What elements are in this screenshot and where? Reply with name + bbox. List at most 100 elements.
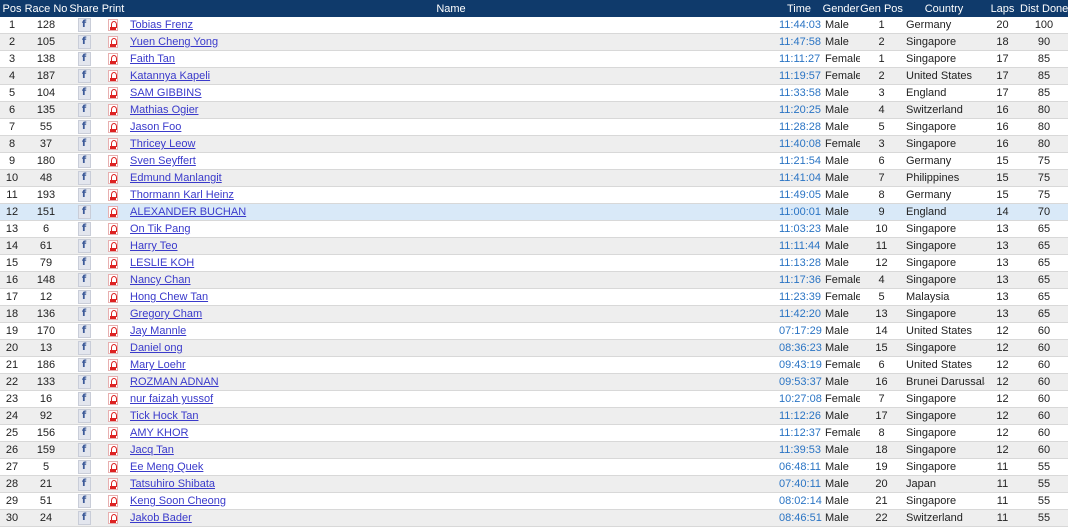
pdf-icon[interactable] — [108, 376, 118, 389]
col-laps[interactable]: Laps — [985, 0, 1020, 17]
runner-name-link[interactable]: Gregory Cham — [130, 308, 203, 320]
runner-name-link[interactable]: Tatsuhiro Shibata — [130, 478, 215, 490]
pdf-icon[interactable] — [108, 444, 118, 457]
facebook-icon[interactable]: f — [77, 137, 91, 151]
pdf-icon[interactable] — [108, 427, 118, 440]
facebook-icon[interactable]: f — [77, 35, 91, 49]
runner-name-link[interactable]: AMY KHOR — [130, 427, 189, 439]
facebook-icon[interactable]: f — [77, 477, 91, 491]
pdf-icon[interactable] — [108, 53, 118, 66]
facebook-icon[interactable]: f — [77, 239, 91, 253]
facebook-icon[interactable]: f — [77, 52, 91, 66]
runner-name-link[interactable]: Faith Tan — [130, 53, 176, 65]
col-race-no[interactable]: Race No — [24, 0, 68, 17]
pdf-icon[interactable] — [108, 240, 118, 253]
runner-name-link[interactable]: SAM GIBBINS — [130, 87, 202, 99]
facebook-icon[interactable]: f — [77, 103, 91, 117]
facebook-icon[interactable]: f — [77, 69, 91, 83]
runner-name-link[interactable]: Sven Seyffert — [130, 155, 196, 167]
col-pos[interactable]: Pos — [0, 0, 24, 17]
col-gen-pos[interactable]: Gen Pos — [860, 0, 903, 17]
pdf-icon[interactable] — [108, 478, 118, 491]
pdf-icon[interactable] — [108, 512, 118, 525]
facebook-icon[interactable]: f — [77, 409, 91, 423]
pdf-icon[interactable] — [108, 257, 118, 270]
runner-name-link[interactable]: Tick Hock Tan — [130, 410, 199, 422]
runner-name-link[interactable]: Ee Meng Quek — [130, 461, 204, 473]
col-name[interactable]: Name — [126, 0, 776, 17]
pdf-icon[interactable] — [108, 291, 118, 304]
col-dist-done[interactable]: Dist Done — [1020, 0, 1068, 17]
facebook-icon[interactable]: f — [77, 511, 91, 525]
runner-name-link[interactable]: Mary Loehr — [130, 359, 186, 371]
runner-name-link[interactable]: Jacq Tan — [130, 444, 174, 456]
facebook-icon[interactable]: f — [77, 188, 91, 202]
runner-name-link[interactable]: Daniel ong — [130, 342, 183, 354]
facebook-icon[interactable]: f — [77, 324, 91, 338]
runner-name-link[interactable]: nur faizah yussof — [130, 393, 214, 405]
pdf-icon[interactable] — [108, 461, 118, 474]
runner-name-link[interactable]: Jakob Bader — [130, 512, 192, 524]
facebook-icon[interactable]: f — [77, 426, 91, 440]
runner-name-link[interactable]: Thormann Karl Heinz — [130, 189, 234, 201]
facebook-icon[interactable]: f — [77, 358, 91, 372]
col-country[interactable]: Country — [903, 0, 985, 17]
share-cell: f — [68, 135, 100, 153]
facebook-icon[interactable]: f — [77, 222, 91, 236]
facebook-icon[interactable]: f — [77, 460, 91, 474]
runner-name-link[interactable]: Nancy Chan — [130, 274, 191, 286]
pdf-icon[interactable] — [108, 172, 118, 185]
pdf-icon[interactable] — [108, 36, 118, 49]
runner-name-link[interactable]: Harry Teo — [130, 240, 178, 252]
facebook-icon[interactable]: f — [77, 375, 91, 389]
facebook-icon[interactable]: f — [77, 205, 91, 219]
runner-name-link[interactable]: Jason Foo — [130, 121, 182, 133]
facebook-icon[interactable]: f — [77, 18, 91, 32]
pdf-icon[interactable] — [108, 342, 118, 355]
runner-name-link[interactable]: Edmund Manlangit — [130, 172, 222, 184]
pdf-icon[interactable] — [108, 223, 118, 236]
pdf-icon[interactable] — [108, 393, 118, 406]
runner-name-link[interactable]: Thricey Leow — [130, 138, 196, 150]
pdf-icon[interactable] — [108, 359, 118, 372]
facebook-icon[interactable]: f — [77, 290, 91, 304]
facebook-icon[interactable]: f — [77, 86, 91, 100]
runner-name-link[interactable]: ALEXANDER BUCHAN — [130, 206, 247, 218]
pdf-icon[interactable] — [108, 206, 118, 219]
facebook-icon[interactable]: f — [77, 392, 91, 406]
runner-name-link[interactable]: Yuen Cheng Yong — [130, 36, 219, 48]
pdf-icon[interactable] — [108, 308, 118, 321]
runner-name-link[interactable]: Jay Mannle — [130, 325, 187, 337]
pdf-icon[interactable] — [108, 410, 118, 423]
runner-name-link[interactable]: ROZMAN ADNAN — [130, 376, 219, 388]
runner-name-link[interactable]: Mathias Ogier — [130, 104, 199, 116]
runner-name-link[interactable]: Hong Chew Tan — [130, 291, 209, 303]
facebook-icon[interactable]: f — [77, 273, 91, 287]
pdf-icon[interactable] — [108, 274, 118, 287]
facebook-icon[interactable]: f — [77, 171, 91, 185]
facebook-icon[interactable]: f — [77, 494, 91, 508]
pdf-icon[interactable] — [108, 87, 118, 100]
pdf-icon[interactable] — [108, 19, 118, 32]
facebook-icon[interactable]: f — [77, 341, 91, 355]
facebook-icon[interactable]: f — [77, 154, 91, 168]
pdf-icon[interactable] — [108, 189, 118, 202]
pdf-icon[interactable] — [108, 325, 118, 338]
facebook-icon[interactable]: f — [77, 120, 91, 134]
runner-name-link[interactable]: LESLIE KOH — [130, 257, 195, 269]
facebook-icon[interactable]: f — [77, 256, 91, 270]
facebook-icon[interactable]: f — [77, 307, 91, 321]
runner-name-link[interactable]: Katannya Kapeli — [130, 70, 211, 82]
facebook-icon[interactable]: f — [77, 443, 91, 457]
pdf-icon[interactable] — [108, 104, 118, 117]
pdf-icon[interactable] — [108, 121, 118, 134]
runner-name-link[interactable]: Tobias Frenz — [130, 19, 193, 31]
col-time[interactable]: Time — [776, 0, 822, 17]
pdf-icon[interactable] — [108, 138, 118, 151]
pdf-icon[interactable] — [108, 495, 118, 508]
runner-name-link[interactable]: On Tik Pang — [130, 223, 191, 235]
pdf-icon[interactable] — [108, 70, 118, 83]
col-gender[interactable]: Gender — [822, 0, 860, 17]
runner-name-link[interactable]: Keng Soon Cheong — [130, 495, 227, 507]
pdf-icon[interactable] — [108, 155, 118, 168]
